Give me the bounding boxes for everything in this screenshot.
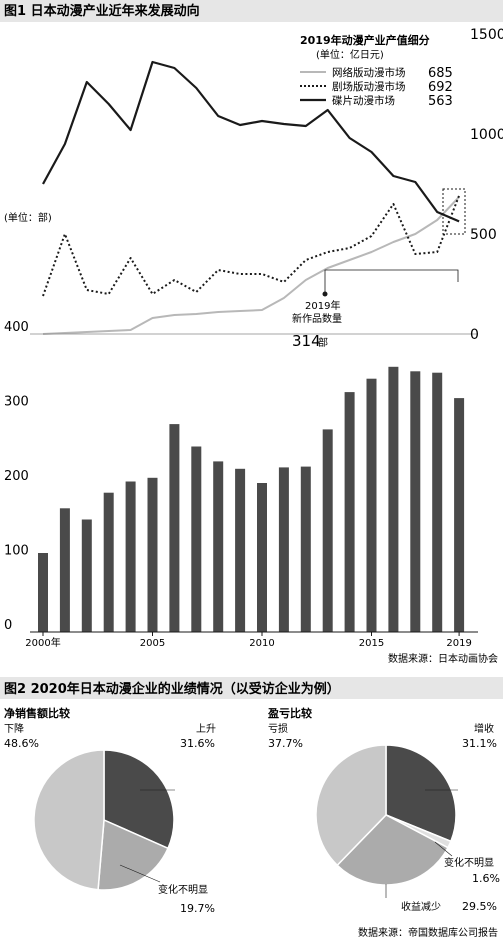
pie2-label-increase: 增收	[474, 722, 494, 735]
left-tick-100: 100	[4, 544, 29, 559]
bar-2011	[278, 467, 289, 632]
pie1-slice-2	[33, 749, 105, 891]
annotation-unit: 部	[318, 336, 328, 349]
fig1-line-group	[42, 60, 461, 335]
legend-label-online: 网络版动漫市场	[332, 66, 406, 79]
fig1-title: 图1 日本动漫产业近年来发展动向	[4, 3, 200, 19]
right-tick-0: 0	[470, 327, 479, 343]
bar-2012	[300, 466, 311, 632]
right-tick-1000: 1000	[470, 127, 503, 143]
legend-value-theatrical: 692	[428, 80, 453, 95]
fig1-source: 数据来源：日本动画协会	[388, 652, 498, 665]
x-tick-2010: 2010	[249, 638, 274, 649]
pie2-value-loss: 37.7%	[268, 737, 303, 750]
bar-2015	[366, 378, 377, 632]
left-tick-400: 400	[4, 320, 29, 335]
pie1-value-increase: 31.6%	[180, 737, 215, 750]
left-tick-0: 0	[4, 618, 12, 633]
pie2-label-loss: 亏损	[268, 722, 288, 735]
fig2-source: 数据来源：帝国数据库公司报告	[358, 926, 498, 939]
pie1-value-decrease: 48.6%	[4, 737, 39, 750]
bar-2009	[235, 468, 246, 632]
pie2-value-nochange: 1.6%	[472, 872, 500, 885]
bar-2000	[38, 553, 48, 632]
fig2-title: 图2 2020年日本动漫企业的业绩情况（以受访企业为例）	[4, 681, 340, 697]
fig1-title-bar	[0, 0, 503, 22]
bar-2008	[213, 461, 224, 632]
pie2-slice-0	[385, 744, 457, 843]
pie-net-sales	[33, 749, 175, 891]
pie1-label-decrease: 下降	[4, 722, 24, 735]
pie1-value-nochange: 19.7%	[180, 902, 215, 915]
fig1-bar-unit-label: (单位：部)	[4, 211, 52, 224]
bar-2016	[388, 366, 399, 632]
bar-2014	[344, 392, 355, 632]
legend-value-disc: 563	[428, 94, 453, 109]
fig2-title-bar	[0, 677, 503, 699]
pie1-slice-1	[97, 818, 169, 891]
pie2-title: 盈亏比较	[267, 706, 312, 720]
fig1-bar-group	[38, 366, 465, 633]
pie1-labels: 下降 48.6% 上升 31.6% 变化不明显 19.7%	[4, 722, 216, 915]
fig1-right-axis-ticks: 0 500 1000 1500	[470, 27, 503, 343]
left-tick-300: 300	[4, 395, 29, 410]
bar-2007	[191, 446, 202, 632]
bar-2003	[103, 492, 114, 632]
bar-2018	[432, 372, 443, 632]
pie2-slice-2	[336, 814, 449, 886]
pie2-slice-3	[315, 744, 387, 867]
pie-profit-loss	[315, 744, 457, 886]
pie2-label-nochange: 变化不明显	[444, 856, 494, 869]
legend-label-disc: 碟片动漫市场	[332, 94, 395, 107]
fig1-legend-unit: (单位：亿日元)	[316, 48, 384, 61]
right-tick-1500: 1500	[470, 27, 503, 43]
annotation-line2: 新作品数量	[292, 312, 342, 325]
bar-2002	[81, 519, 92, 632]
x-tick-2005: 2005	[140, 638, 165, 649]
bar-2017	[410, 371, 421, 633]
bar-2006	[169, 424, 180, 632]
x-tick-2019: 2019	[446, 638, 471, 649]
bar-2001	[59, 508, 70, 632]
line-series-2	[42, 60, 460, 223]
bar-2010	[257, 483, 267, 632]
fig1-annotation: 2019年 新作品数量 314 部	[292, 269, 459, 350]
annotation-bracket	[324, 269, 459, 292]
x-tick-2015: 2015	[359, 638, 384, 649]
fig1-legend-title: 2019年动漫产业产值细分	[300, 33, 430, 47]
fig1-x-axis-ticks: 2000年 2005 2010 2015 2019	[25, 632, 472, 649]
legend-value-online: 685	[428, 66, 453, 81]
pie1-title: 净销售额比较	[4, 706, 70, 720]
annotation-line1: 2019年	[305, 299, 340, 312]
pie1-slice-0	[103, 749, 175, 850]
annotation-dot	[322, 291, 328, 297]
bar-2004	[125, 481, 136, 632]
pie1-leader-nochange	[119, 864, 161, 883]
pie2-leader-nochange	[434, 841, 453, 857]
left-tick-200: 200	[4, 469, 29, 484]
bar-2005	[147, 477, 158, 632]
right-tick-500: 500	[470, 227, 497, 243]
x-tick-2000: 2000年	[25, 636, 60, 649]
pie1-label-increase: 上升	[196, 723, 216, 735]
annotation-value: 314	[292, 332, 321, 350]
line-series-1	[42, 195, 461, 297]
legend-label-theatrical: 剧场版动漫市场	[332, 80, 406, 93]
pie2-value-decrease: 29.5%	[462, 900, 497, 913]
fig1-legend: 2019年动漫产业产值细分 (单位：亿日元) 网络版动漫市场 685 剧场版动漫…	[300, 33, 453, 109]
fig1-2019-highlight-box	[442, 188, 466, 235]
pie2-labels: 亏损 37.7% 增收 31.1% 变化不明显 1.6% 收益减少 29.5%	[268, 722, 500, 913]
pie2-value-increase: 31.1%	[462, 737, 497, 750]
bar-2013	[322, 429, 333, 632]
pie2-label-decrease: 收益减少	[401, 900, 441, 913]
pie1-label-nochange: 变化不明显	[158, 883, 208, 896]
line-series-0	[42, 196, 460, 335]
fig1-left-axis-ticks: 0 100 200 300 400	[4, 320, 29, 633]
bar-2019	[454, 398, 465, 632]
